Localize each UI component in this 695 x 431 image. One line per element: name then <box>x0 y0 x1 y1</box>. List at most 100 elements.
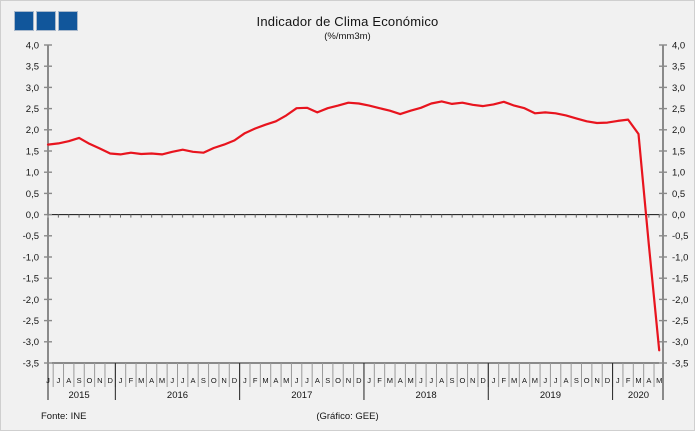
svg-text:0,5: 0,5 <box>672 189 685 200</box>
svg-text:M: M <box>511 376 517 385</box>
svg-text:J: J <box>305 376 309 385</box>
svg-text:3,0: 3,0 <box>672 83 685 94</box>
svg-text:J: J <box>56 376 60 385</box>
svg-text:-1,0: -1,0 <box>672 252 688 263</box>
svg-text:D: D <box>356 376 362 385</box>
svg-text:M: M <box>138 376 144 385</box>
svg-text:2,0: 2,0 <box>26 125 39 136</box>
svg-text:0,0: 0,0 <box>672 210 685 221</box>
svg-text:3,0: 3,0 <box>26 83 39 94</box>
svg-text:M: M <box>407 376 413 385</box>
svg-text:-1,5: -1,5 <box>672 274 688 285</box>
blue-square-icon <box>14 11 34 31</box>
svg-text:M: M <box>387 376 393 385</box>
svg-text:-3,5: -3,5 <box>672 358 688 369</box>
svg-text:-2,5: -2,5 <box>23 316 39 327</box>
svg-text:A: A <box>149 376 154 385</box>
svg-text:F: F <box>129 376 134 385</box>
svg-text:-2,0: -2,0 <box>23 295 39 306</box>
svg-text:M: M <box>532 376 538 385</box>
svg-text:S: S <box>325 376 330 385</box>
svg-text:M: M <box>159 376 165 385</box>
svg-text:M: M <box>656 376 662 385</box>
blue-square-icon <box>36 11 56 31</box>
svg-text:2015: 2015 <box>69 390 90 401</box>
svg-text:-2,5: -2,5 <box>672 316 688 327</box>
svg-text:J: J <box>181 376 185 385</box>
svg-text:N: N <box>97 376 102 385</box>
svg-text:-2,0: -2,0 <box>672 295 688 306</box>
svg-text:1,0: 1,0 <box>26 168 39 179</box>
svg-text:J: J <box>429 376 433 385</box>
svg-text:3,5: 3,5 <box>672 62 685 73</box>
svg-text:S: S <box>77 376 82 385</box>
svg-text:O: O <box>584 376 590 385</box>
svg-text:O: O <box>335 376 341 385</box>
logo <box>14 11 78 31</box>
svg-text:D: D <box>480 376 486 385</box>
svg-text:1,0: 1,0 <box>672 168 685 179</box>
svg-text:J: J <box>295 376 299 385</box>
svg-text:2020: 2020 <box>628 390 649 401</box>
svg-text:A: A <box>191 376 196 385</box>
svg-text:-3,5: -3,5 <box>23 358 39 369</box>
svg-text:D: D <box>605 376 611 385</box>
svg-text:2016: 2016 <box>167 390 188 401</box>
svg-text:M: M <box>262 376 268 385</box>
svg-text:A: A <box>398 376 403 385</box>
svg-text:2,5: 2,5 <box>26 104 39 115</box>
svg-text:-3,0: -3,0 <box>672 337 688 348</box>
chart-subtitle: (%/mm3m) <box>324 31 371 42</box>
svg-text:F: F <box>253 376 258 385</box>
svg-text:O: O <box>87 376 93 385</box>
svg-text:J: J <box>119 376 123 385</box>
svg-text:N: N <box>470 376 475 385</box>
svg-text:2019: 2019 <box>540 390 561 401</box>
svg-text:O: O <box>459 376 465 385</box>
svg-text:3,5: 3,5 <box>26 62 39 73</box>
svg-text:J: J <box>46 376 50 385</box>
svg-text:N: N <box>221 376 226 385</box>
svg-text:F: F <box>626 376 631 385</box>
svg-text:-1,5: -1,5 <box>23 274 39 285</box>
svg-text:A: A <box>273 376 278 385</box>
svg-text:-0,5: -0,5 <box>23 231 39 242</box>
svg-text:F: F <box>502 376 507 385</box>
svg-text:J: J <box>492 376 496 385</box>
svg-text:J: J <box>367 376 371 385</box>
svg-text:S: S <box>450 376 455 385</box>
svg-text:1,5: 1,5 <box>26 146 39 157</box>
svg-text:2018: 2018 <box>416 390 437 401</box>
svg-text:J: J <box>243 376 247 385</box>
credit-note: (Gráfico: GEE) <box>316 411 379 422</box>
svg-text:J: J <box>543 376 547 385</box>
svg-text:4,0: 4,0 <box>672 40 685 51</box>
svg-text:M: M <box>635 376 641 385</box>
svg-text:A: A <box>315 376 320 385</box>
svg-text:-0,5: -0,5 <box>672 231 688 242</box>
source-note: Fonte: INE <box>41 411 87 422</box>
chart-title: Indicador de Clima Económico <box>256 14 439 29</box>
svg-text:D: D <box>107 376 113 385</box>
svg-text:J: J <box>554 376 558 385</box>
svg-text:M: M <box>283 376 289 385</box>
svg-text:A: A <box>522 376 527 385</box>
svg-text:N: N <box>346 376 351 385</box>
svg-text:J: J <box>170 376 174 385</box>
svg-text:0,5: 0,5 <box>26 189 39 200</box>
blue-square-icon <box>58 11 78 31</box>
svg-text:2,5: 2,5 <box>672 104 685 115</box>
svg-text:A: A <box>66 376 71 385</box>
svg-text:S: S <box>201 376 206 385</box>
svg-text:O: O <box>211 376 217 385</box>
svg-text:J: J <box>616 376 620 385</box>
svg-text:2017: 2017 <box>291 390 312 401</box>
svg-text:1,5: 1,5 <box>672 146 685 157</box>
svg-text:D: D <box>232 376 238 385</box>
svg-text:N: N <box>594 376 599 385</box>
svg-text:2,0: 2,0 <box>672 125 685 136</box>
svg-text:0,0: 0,0 <box>26 210 39 221</box>
svg-text:A: A <box>646 376 651 385</box>
